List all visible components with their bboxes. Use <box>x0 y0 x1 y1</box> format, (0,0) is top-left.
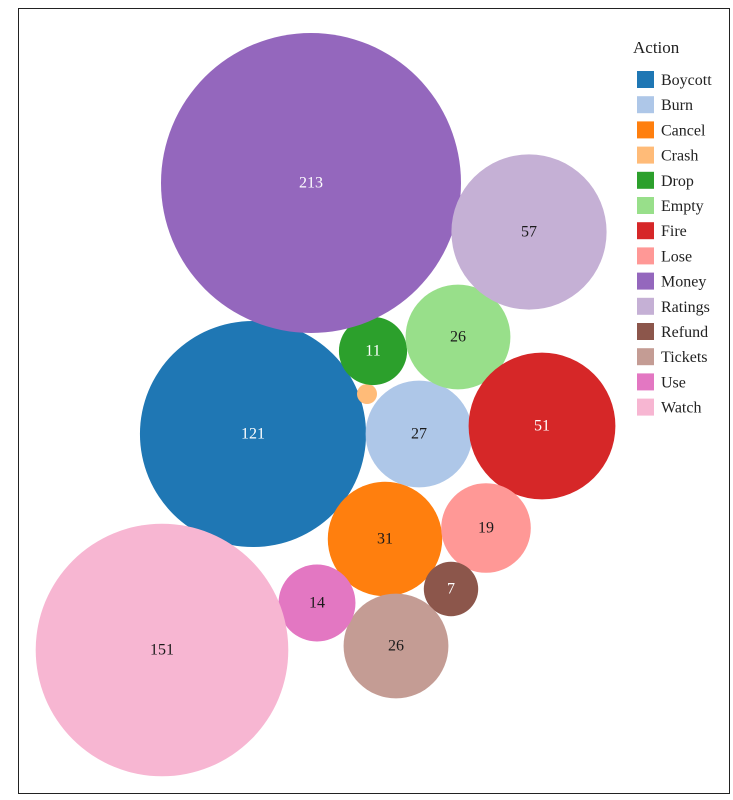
legend-label-crash: Crash <box>661 148 698 165</box>
legend-swatch-lose <box>637 247 654 265</box>
bubble-drop[interactable] <box>338 316 408 386</box>
legend-swatch-refund <box>637 323 654 340</box>
bubble-crash[interactable] <box>357 384 377 404</box>
bubble-label-ratings: 57 <box>521 224 537 241</box>
legend-swatch-empty <box>637 197 654 214</box>
legend-swatch-money <box>637 272 654 290</box>
legend-swatch-watch <box>637 398 654 416</box>
legend-label-boycott: Boycott <box>661 72 712 89</box>
legend-swatch-fire <box>637 222 654 240</box>
legend-label-refund: Refund <box>661 324 708 341</box>
bubble-label-tickets: 26 <box>388 638 404 655</box>
bubble-use[interactable] <box>278 564 356 642</box>
legend-label-burn: Burn <box>661 97 693 114</box>
chart-frame: 121 27 31 11 26 51 19 213 57 7 26 14 151 Action Boyc… <box>18 8 730 794</box>
bubble-label-empty: 26 <box>450 329 466 346</box>
legend-label-lose: Lose <box>661 248 692 265</box>
legend-swatch-burn <box>637 96 654 114</box>
legend-swatch-use <box>637 373 654 391</box>
legend-label-money: Money <box>661 274 706 291</box>
bubble-money[interactable] <box>161 33 461 333</box>
bubble-burn[interactable] <box>365 380 473 488</box>
legend-swatch-crash <box>637 146 654 164</box>
bubble-boycott[interactable] <box>139 320 367 548</box>
bubble-label-use: 14 <box>309 595 325 612</box>
legend-label-use: Use <box>661 374 686 391</box>
bubble-label-cancel: 31 <box>377 531 393 548</box>
bubble-refund[interactable] <box>423 561 479 617</box>
legend-label-drop: Drop <box>661 173 694 190</box>
bubble-label-watch: 151 <box>150 642 174 659</box>
legend-label-tickets: Tickets <box>661 349 708 366</box>
bubble-label-burn: 27 <box>411 426 427 443</box>
bubble-label-money: 213 <box>299 175 323 192</box>
legend-swatch-drop <box>637 171 654 189</box>
legend-swatch-ratings <box>637 297 654 315</box>
bubble-tickets[interactable] <box>343 593 449 699</box>
bubble-watch[interactable] <box>35 523 289 777</box>
bubble-empty[interactable] <box>405 284 511 390</box>
legend-swatch-tickets <box>637 348 654 366</box>
bubble-ratings[interactable] <box>451 154 607 310</box>
legend-title: Action <box>633 38 680 57</box>
legend-label-empty: Empty <box>661 198 704 215</box>
bubble-chart: 121 27 31 11 26 51 19 213 57 7 26 14 151 Action Boyc… <box>35 33 712 777</box>
legend-swatch-boycott <box>637 71 654 88</box>
legend-label-cancel: Cancel <box>661 122 706 139</box>
bubble-label-boycott: 121 <box>241 426 265 443</box>
legend-label-fire: Fire <box>661 223 687 240</box>
bubble-label-drop: 11 <box>365 343 380 360</box>
legend-label-watch: Watch <box>661 400 701 417</box>
bubble-cancel[interactable] <box>327 481 443 597</box>
legend-label-ratings: Ratings <box>661 299 710 316</box>
bubble-label-refund: 7 <box>447 581 455 598</box>
legend: Action Boycott Burn Cancel Crash Drop Empty Fi… <box>633 38 712 417</box>
bubble-label-fire: 51 <box>534 418 550 435</box>
bubbles-group: 121 27 31 11 26 51 19 213 57 7 26 14 151 <box>35 33 616 777</box>
bubble-fire[interactable] <box>468 352 616 500</box>
bubble-label-lose: 19 <box>478 520 494 537</box>
bubble-lose[interactable] <box>441 483 531 573</box>
legend-swatch-cancel <box>637 121 654 139</box>
